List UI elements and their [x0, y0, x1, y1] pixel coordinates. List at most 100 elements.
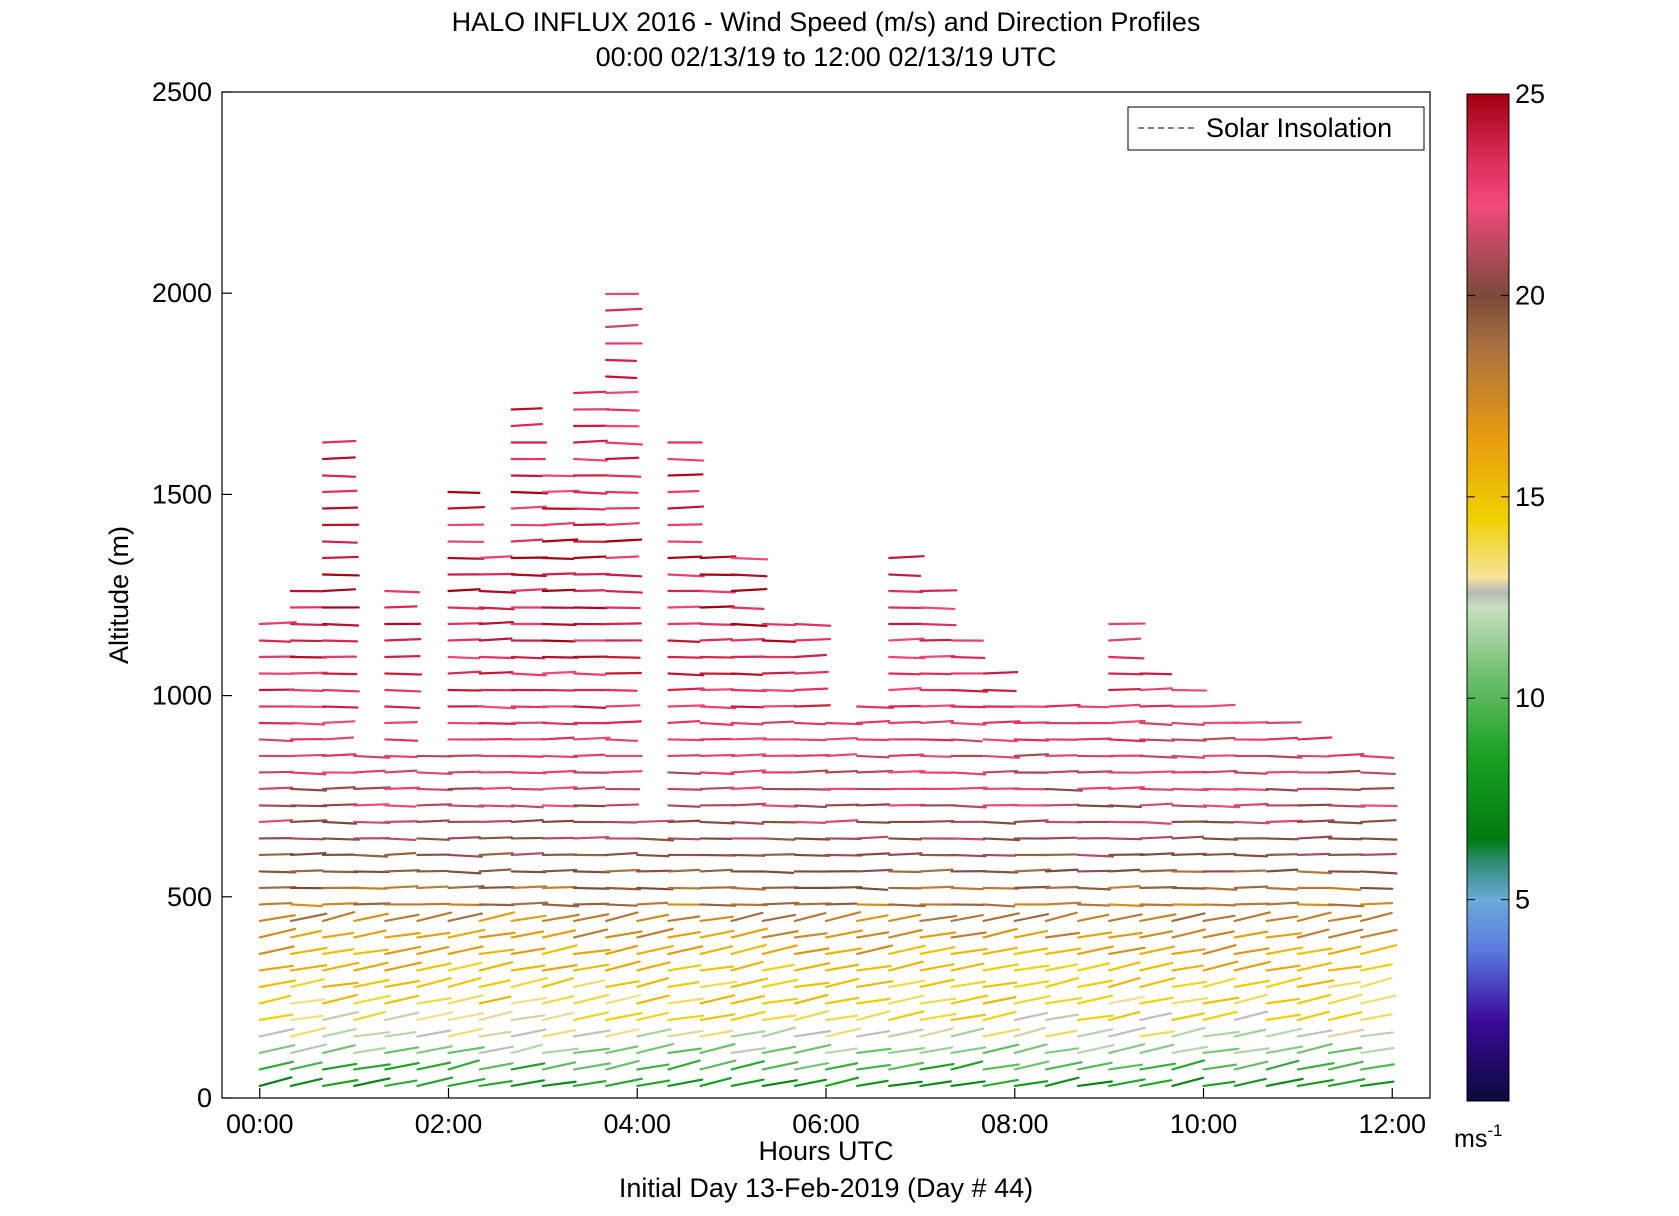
wind-barb [888, 960, 924, 972]
wind-barb [761, 1014, 798, 1022]
wind-barb [793, 1010, 830, 1022]
wind-barb [1171, 964, 1205, 972]
wind-barb [982, 927, 1018, 939]
wind-barb [636, 1079, 671, 1088]
wind-barb [1265, 754, 1303, 759]
wind-barb [636, 927, 674, 939]
wind-barb [1202, 852, 1237, 857]
wind-barb [982, 1063, 1020, 1071]
wind-barb [1013, 1060, 1050, 1071]
wind-barb [384, 705, 421, 710]
wind-barb [856, 997, 892, 1005]
wind-barb [321, 981, 359, 989]
wind-barb [572, 804, 606, 808]
wind-barb [856, 1079, 889, 1088]
wind-barb [605, 803, 640, 807]
wind-barb [258, 770, 294, 774]
wind-barb [1108, 837, 1143, 841]
colorbar-gradient [1466, 93, 1510, 1102]
wind-barb [761, 944, 798, 956]
wind-barb [1108, 1063, 1144, 1071]
wind-barb [541, 944, 578, 956]
wind-barb [1044, 885, 1080, 890]
wind-barb [541, 929, 577, 939]
wind-barb [605, 606, 641, 610]
wind-barb [793, 738, 827, 742]
wind-barb [447, 670, 482, 675]
wind-barb [950, 705, 987, 709]
wind-barb [1076, 994, 1114, 1005]
wind-barb [447, 945, 484, 956]
wind-barb [919, 997, 957, 1005]
wind-barb [321, 573, 360, 577]
wind-barb [572, 589, 606, 593]
wind-barb [1265, 915, 1299, 923]
wind-barb [258, 994, 292, 1005]
y-tick-label: 1000 [152, 681, 212, 711]
wind-barb [1265, 770, 1299, 774]
wind-barb [1171, 997, 1209, 1005]
wind-barb [541, 903, 580, 908]
wind-barb [1044, 963, 1079, 972]
wind-barb [510, 787, 544, 791]
wind-barb [856, 705, 895, 709]
wind-barb [353, 1063, 391, 1071]
wind-barb [730, 853, 766, 857]
wind-barb [541, 964, 578, 972]
wind-barb [353, 902, 391, 906]
wind-barb [1139, 977, 1176, 989]
wind-barb [289, 869, 324, 873]
wind-barb [982, 870, 1019, 874]
wind-barb [1327, 1011, 1363, 1022]
wind-barb [950, 980, 987, 989]
wind-barb [824, 996, 860, 1005]
wind-barb [699, 929, 735, 939]
wind-barb [1044, 911, 1078, 923]
wind-barb [258, 721, 295, 725]
wind-barb [541, 736, 575, 741]
wind-barb [447, 506, 486, 510]
wind-barb [982, 946, 1018, 956]
wind-barb [761, 639, 797, 643]
wind-barb [793, 853, 831, 857]
wind-barb [761, 853, 796, 857]
wind-barb [416, 771, 453, 776]
wind-barb [384, 1011, 420, 1022]
wind-barb [1139, 913, 1177, 923]
wind-barb [605, 408, 640, 412]
y-tick-label: 500 [167, 882, 212, 912]
wind-barb [478, 606, 515, 611]
wind-barb [605, 1011, 644, 1022]
wind-barb [1233, 853, 1269, 858]
wind-barb [919, 606, 956, 611]
wind-barb [1327, 965, 1363, 972]
wind-barb [1108, 976, 1141, 989]
wind-barb [572, 606, 608, 610]
wind-barb [605, 688, 638, 692]
wind-barb [761, 837, 796, 841]
wind-barb [730, 622, 768, 628]
wind-barb [1171, 948, 1206, 956]
wind-barb [478, 836, 513, 840]
wind-barb [572, 928, 609, 939]
wind-barb [289, 912, 328, 923]
wind-barb [541, 769, 577, 774]
wind-barb [605, 622, 643, 626]
wind-barb [1360, 963, 1393, 972]
wind-barb [258, 639, 292, 643]
wind-barb [667, 787, 703, 791]
wind-barb [1233, 1047, 1270, 1055]
wind-barb [793, 1078, 828, 1088]
wind-barb [667, 622, 703, 626]
wind-barb [856, 964, 892, 972]
wind-barb [730, 637, 766, 642]
wind-barb [510, 655, 546, 660]
wind-barb [1076, 1028, 1114, 1038]
wind-barb [856, 1030, 891, 1038]
wind-barb [730, 1060, 765, 1071]
wind-barb [667, 457, 705, 462]
wind-barb [730, 573, 768, 578]
wind-barb [1202, 837, 1239, 841]
wind-barb [761, 963, 795, 972]
wind-barb [1360, 1031, 1394, 1038]
